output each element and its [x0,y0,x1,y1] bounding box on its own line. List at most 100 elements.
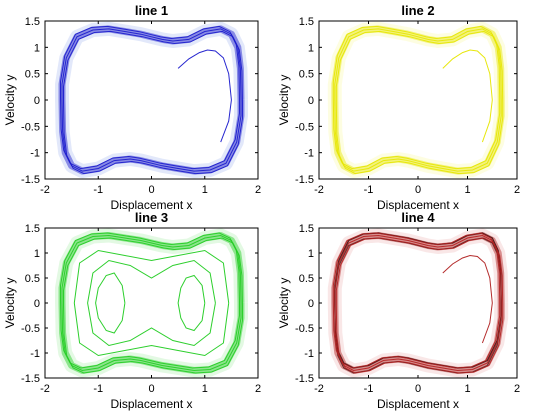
x-tick-label: -1 [93,383,103,395]
y-axis-label: Velocity y [3,278,17,329]
y-tick-label: -0.5 [21,121,40,133]
x-tick-label: 1 [202,184,208,196]
plot-area [319,21,517,179]
y-tick-label: -0.5 [21,323,40,335]
y-tick-label: 0 [308,95,314,107]
y-tick-label: 0.5 [299,273,314,285]
series-limit-cycle-1 [55,228,248,378]
y-tick-label: 0.5 [25,69,40,81]
y-tick-label: -1.5 [21,373,40,385]
plot-area [45,21,258,179]
chart-panel-3: -2 -1 0 1 2 1.5 1 0.5 0 -0.5 -1 -1.5 line 3 Displacem… [3,210,261,411]
y-tick-label: -1 [30,148,40,160]
x-tick-label: -2 [314,383,324,395]
series-inner-loop-5 [73,249,230,357]
series-inner-loop-4 [87,259,216,347]
x-tick-label: 2 [255,383,261,395]
series-transient-2 [442,254,493,344]
y-tick-label: 0.5 [299,69,314,81]
y-tick-label: 1.5 [25,223,40,235]
y-tick-label: -0.5 [295,121,314,133]
series-limit-cycle-1 [327,228,509,378]
x-tick-label: 0 [148,383,154,395]
x-axis-label: Displacement x [110,198,192,212]
series-strand-2 [334,28,502,172]
x-tick-label: -2 [314,184,324,196]
y-tick-label: 1 [34,248,40,260]
series-strand-2 [61,234,242,372]
x-tick-label: -1 [93,184,103,196]
series-strand-1 [60,25,240,170]
x-axis-label: Displacement x [377,397,459,411]
y-tick-label: 0.5 [25,273,40,285]
x-tick-label: -2 [40,383,50,395]
y-tick-label: 1 [34,42,40,54]
x-tick-label: 0 [415,383,421,395]
series-line [95,272,126,334]
series-strand-3 [335,237,504,374]
series-strand-1 [60,232,240,369]
y-tick-label: 1.5 [299,223,314,235]
x-tick-label: 1 [464,184,470,196]
plot-area [45,228,258,378]
y-tick-label: 1 [308,42,314,54]
chart-title: line 4 [401,210,435,225]
series-strand-3 [63,237,243,374]
y-tick-label: 0 [34,298,40,310]
series-limit-cycle-1 [327,21,509,179]
x-tick-label: 2 [514,184,520,196]
x-tick-label: -2 [40,184,50,196]
y-tick-label: 1.5 [299,16,314,28]
series-line [87,259,216,347]
series-transient-2 [442,49,493,143]
plot-content [55,21,248,179]
x-tick-label: -1 [364,184,374,196]
x-axis-label: Displacement x [377,198,459,212]
x-tick-label: 1 [464,383,470,395]
series-inner-loop-3 [177,274,206,332]
plot-content [327,228,509,378]
y-tick-label: -1 [304,348,314,360]
series-line [73,249,230,357]
y-tick-label: 0 [308,298,314,310]
y-tick-label: 1 [308,248,314,260]
series-inner-loop-2 [95,272,126,334]
y-axis-label: Velocity y [277,278,291,329]
x-tick-label: 2 [514,383,520,395]
chart-title: line 3 [135,210,168,225]
x-tick-label: -1 [364,383,374,395]
series-strand-3 [63,30,243,175]
plot-content [327,21,509,179]
chart-panel-1: -2 -1 0 1 2 1.5 1 0.5 0 -0.5 -1 -1.5 line 1 Displacem… [3,3,261,212]
y-tick-label: -1 [304,148,314,160]
x-tick-label: 2 [255,184,261,196]
series-strand-3 [335,30,504,175]
y-tick-label: -0.5 [295,323,314,335]
series-line [442,254,493,344]
y-axis-label: Velocity y [3,75,17,126]
series-line [177,49,232,143]
y-tick-label: -1 [30,348,40,360]
series-strand-1 [332,232,501,369]
y-axis-label: Velocity y [277,75,291,126]
x-tick-label: 0 [148,184,154,196]
plot-content [55,228,248,378]
plot-area [319,228,517,378]
chart-panel-4: -2 -1 0 1 2 1.5 1 0.5 0 -0.5 -1 -1.5 line 4 Displacem… [277,210,520,411]
chart-panel-2: -2 -1 0 1 2 1.5 1 0.5 0 -0.5 -1 -1.5 line 2 Displacem… [277,3,520,212]
series-strand-2 [61,28,242,172]
series-line [442,49,493,143]
series-line [177,274,206,332]
x-tick-label: 1 [202,383,208,395]
series-strand-1 [332,25,501,170]
series-transient-2 [177,49,232,143]
x-tick-label: 0 [415,184,421,196]
chart-title: line 1 [135,3,168,18]
x-axis-label: Displacement x [110,397,192,411]
y-tick-label: 0 [34,95,40,107]
y-tick-label: -1.5 [295,174,314,186]
y-tick-label: -1.5 [295,373,314,385]
y-tick-label: -1.5 [21,174,40,186]
series-limit-cycle-1 [55,21,248,179]
